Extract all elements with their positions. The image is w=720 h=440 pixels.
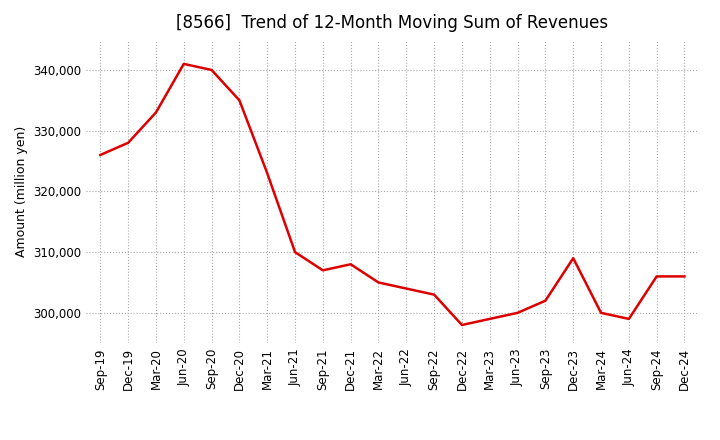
Title: [8566]  Trend of 12-Month Moving Sum of Revenues: [8566] Trend of 12-Month Moving Sum of R… [176,15,608,33]
Y-axis label: Amount (million yen): Amount (million yen) [15,126,28,257]
